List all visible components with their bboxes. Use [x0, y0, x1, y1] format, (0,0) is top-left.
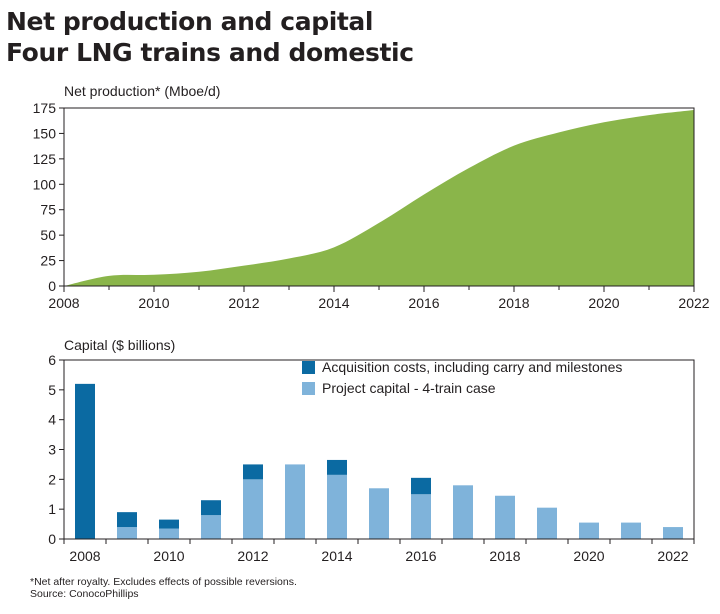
capital-y-tick-label: 3	[48, 442, 56, 458]
capital-y-tick-label: 1	[48, 501, 56, 517]
project-capital-bar	[201, 515, 221, 539]
capital-x-tick-label: 2022	[657, 548, 688, 564]
project-capital-bar	[537, 507, 557, 539]
acquisition-cost-bar	[117, 512, 137, 528]
project-capital-bar	[663, 527, 683, 539]
title-line-1: Net production and capital	[6, 7, 374, 36]
production-x-tick-label: 2014	[318, 295, 349, 311]
project-capital-bar	[243, 479, 263, 539]
legend-swatch-acquisition	[302, 361, 315, 374]
production-x-tick-label: 2020	[588, 295, 619, 311]
acquisition-cost-bar	[159, 519, 179, 529]
production-x-tick-label: 2022	[678, 295, 709, 311]
project-capital-bar	[327, 474, 347, 539]
production-y-tick-label: 25	[40, 253, 56, 269]
capital-x-tick-label: 2008	[69, 548, 100, 564]
acquisition-cost-bar	[327, 459, 347, 475]
production-y-tick-label: 0	[48, 278, 56, 294]
capital-x-tick-label: 2018	[489, 548, 520, 564]
capital-y-tick-label: 2	[48, 471, 56, 487]
project-capital-bar	[495, 495, 515, 539]
project-capital-bar	[579, 522, 599, 539]
net-production-area-chart: Net production* (Mboe/d) 0 25 50 75 100 125 150…	[33, 83, 710, 311]
project-capital-bar	[369, 488, 389, 539]
production-y-tick-label: 125	[33, 151, 57, 167]
production-area	[64, 110, 694, 286]
project-capital-bar	[159, 528, 179, 539]
production-x-tick-label: 2010	[138, 295, 169, 311]
production-y-tick-label: 100	[33, 176, 57, 192]
acquisition-cost-bar	[243, 464, 263, 480]
footnote: *Net after royalty. Excludes effects of …	[30, 576, 297, 600]
title-line-2: Four LNG trains and domestic	[6, 38, 414, 67]
capital-y-tick-label: 5	[48, 382, 56, 398]
capital-x-tick-label: 2010	[153, 548, 184, 564]
footnote-note: *Net after royalty. Excludes effects of …	[30, 576, 297, 588]
legend-swatch-project-capital	[302, 382, 315, 395]
capital-x-tick-label: 2014	[321, 548, 352, 564]
project-capital-bar	[453, 485, 473, 539]
production-x-tick-label: 2012	[228, 295, 259, 311]
capital-y-tick-label: 4	[48, 412, 56, 428]
project-capital-bar	[411, 494, 431, 539]
acquisition-cost-bar	[411, 477, 431, 495]
production-y-tick-label: 150	[33, 125, 57, 141]
production-x-tick-label: 2018	[498, 295, 529, 311]
production-y-tick-label: 50	[40, 227, 56, 243]
production-y-tick-label: 75	[40, 202, 56, 218]
project-capital-bar	[621, 522, 641, 539]
acquisition-cost-bar	[201, 500, 221, 516]
chart-title: Net production and capital Four LNG trai…	[6, 6, 414, 68]
capital-bar-chart: Capital ($ billions) 0 1 2 3 4 5 6 2008 2010 2012 2…	[48, 337, 695, 564]
capital-y-axis-title: Capital ($ billions)	[64, 337, 175, 353]
production-y-axis-title: Net production* (Mboe/d)	[64, 83, 220, 99]
legend-label-project-capital: Project capital - 4-train case	[322, 380, 496, 396]
production-x-tick-label: 2016	[408, 295, 439, 311]
production-x-tick-label: 2008	[48, 295, 79, 311]
production-y-tick-label: 175	[33, 100, 57, 116]
capital-x-tick-label: 2016	[405, 548, 436, 564]
capital-y-tick-label: 0	[48, 531, 56, 547]
capital-x-tick-label: 2020	[573, 548, 604, 564]
project-capital-bar	[285, 464, 305, 539]
capital-x-tick-label: 2012	[237, 548, 268, 564]
capital-y-tick-label: 6	[48, 352, 56, 368]
footnote-source: Source: ConocoPhillips	[30, 588, 139, 600]
project-capital-bar	[117, 527, 137, 539]
legend-label-acquisition: Acquisition costs, including carry and m…	[322, 359, 622, 375]
acquisition-cost-bar	[75, 383, 95, 539]
